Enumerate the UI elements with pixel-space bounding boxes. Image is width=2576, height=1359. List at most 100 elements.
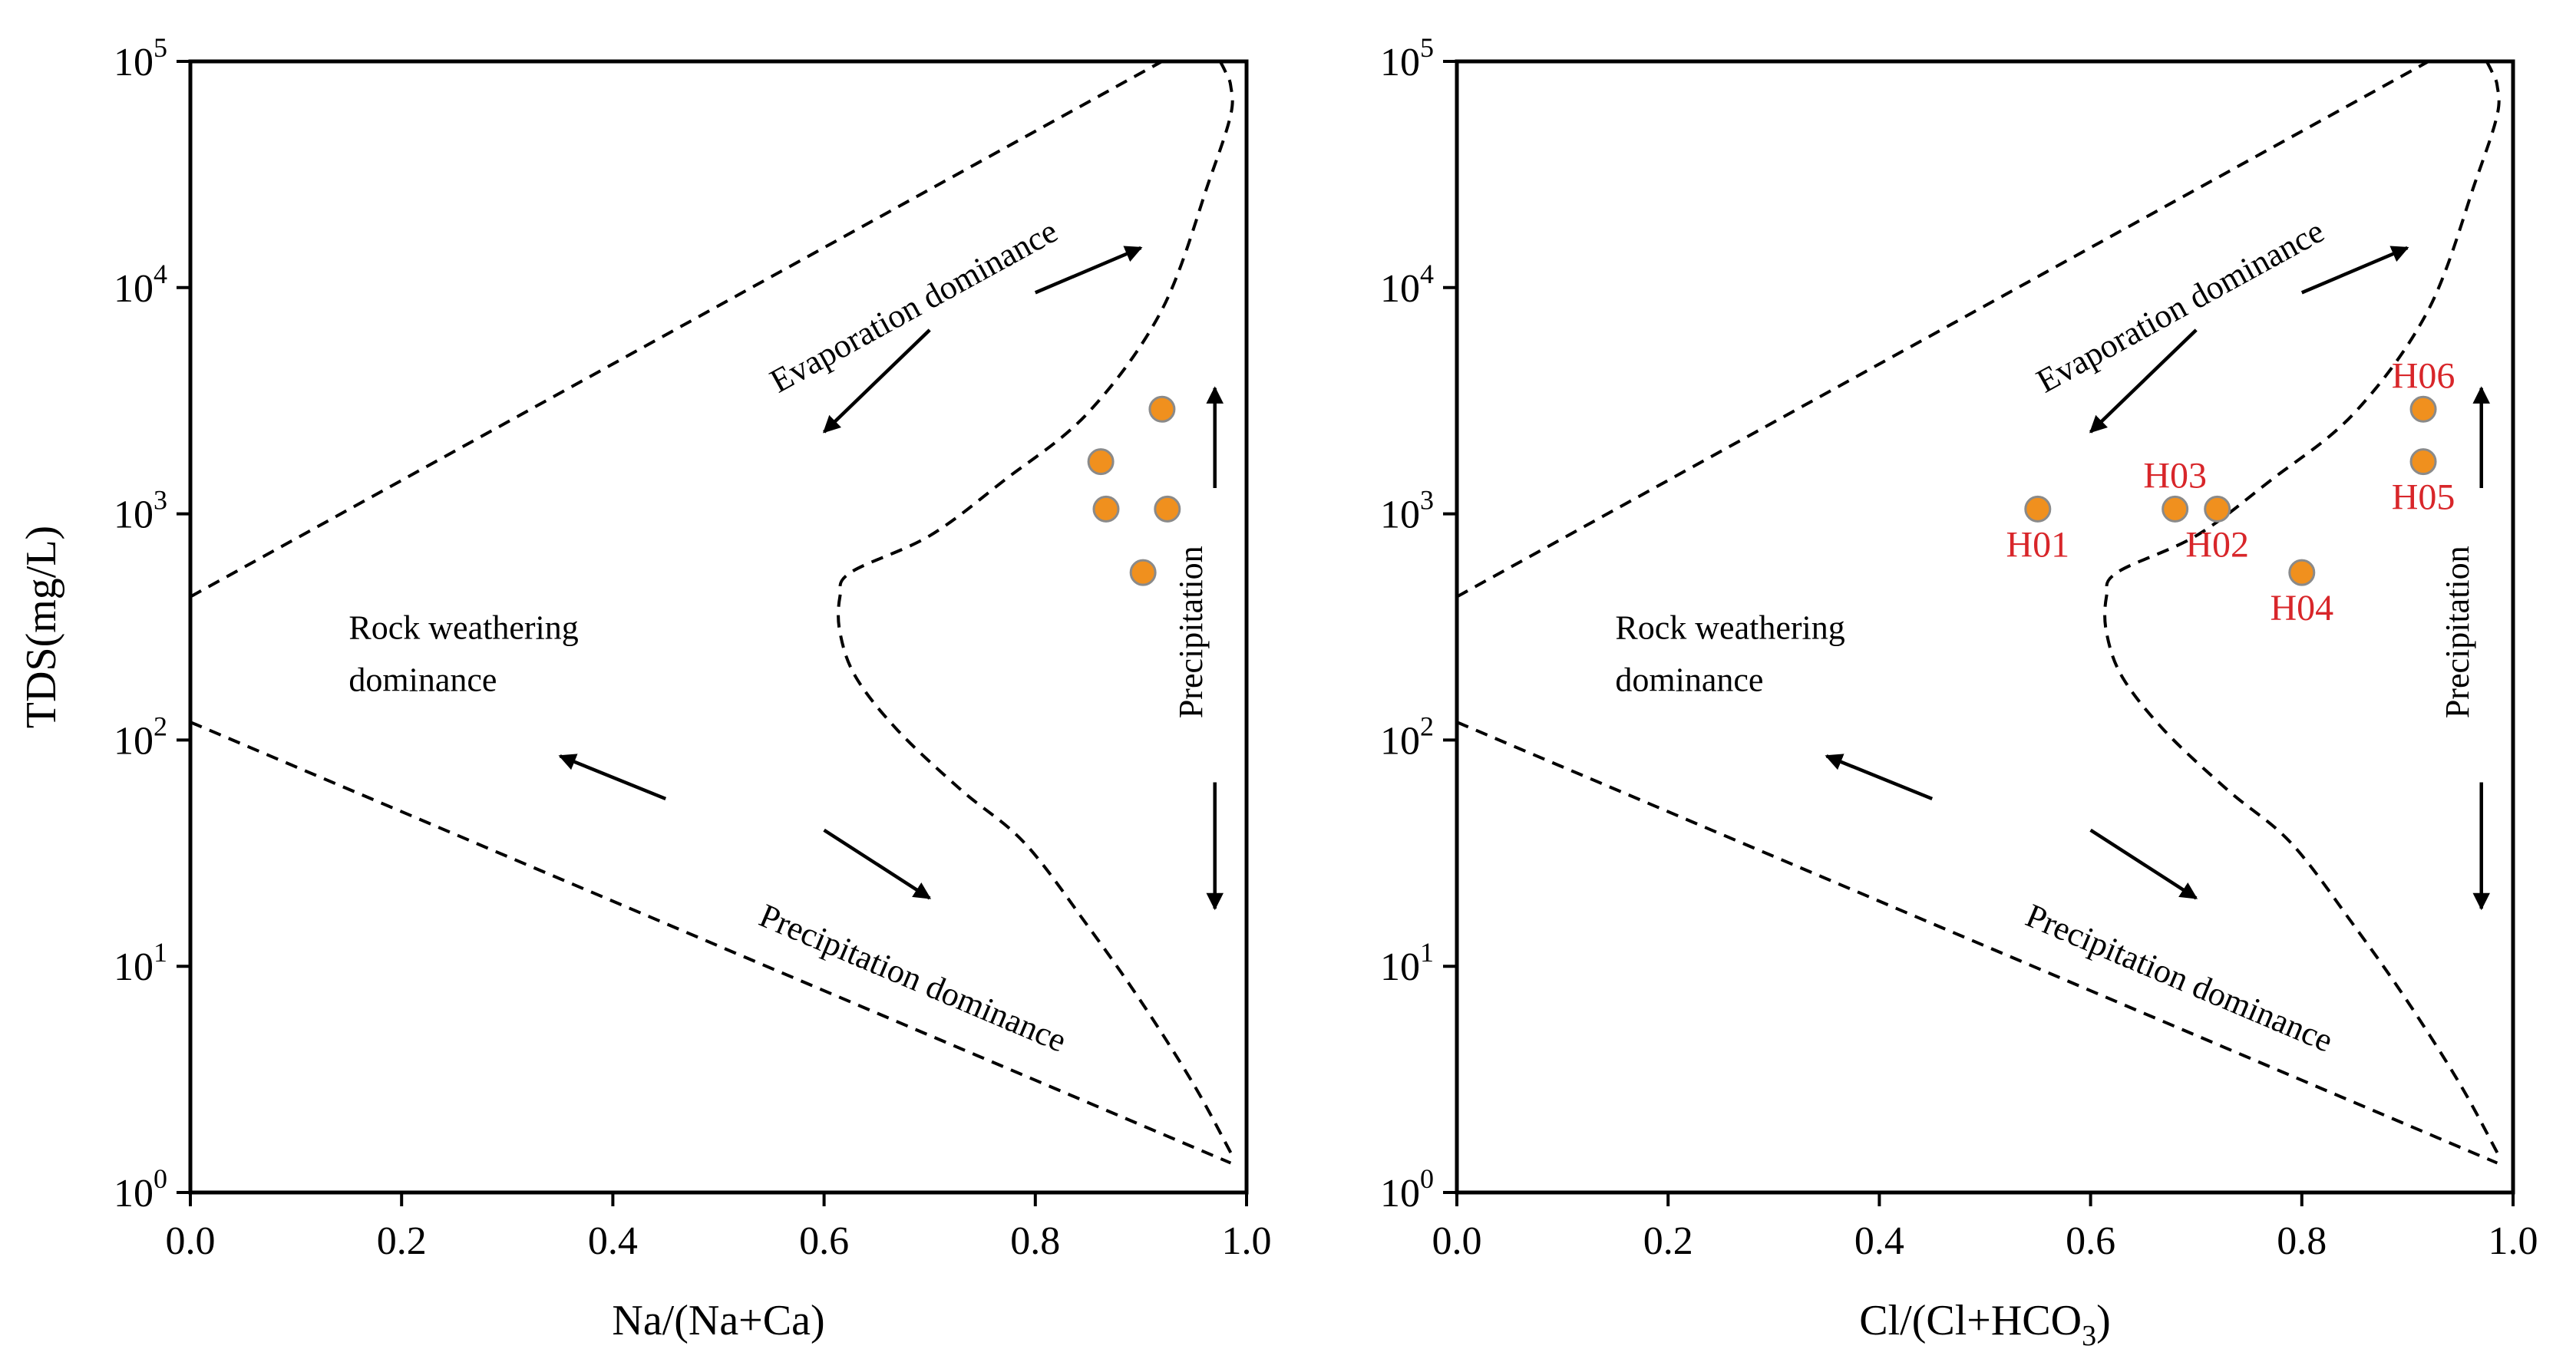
data-point [1092,495,1120,523]
y-tick-exponent: 4 [1420,259,1434,289]
na-panel: 0.0 0.2 0.4 0.6 0.8 1.0100101102103104105Na/(… [18,32,1272,1344]
y-tick-base: 10 [114,41,154,84]
y-tick-label: 104 [114,259,167,311]
y-tick-exponent: 3 [1420,485,1434,516]
rock-weathering-label: Rock weathering [1615,609,1844,647]
plot-frame [188,59,1249,1195]
y-tick-base: 10 [114,719,154,763]
x-tick-label: 0.6 [2066,1219,2115,1263]
arrow-precipitation-right [2089,828,2198,900]
precipitation-dominance-label: Precipitation dominance [2020,896,2338,1059]
data-point-label: H03 [2143,455,2207,496]
x-axis-title-sub: 3 [2082,1320,2096,1352]
x-axis-title: Cl/(Cl+HCO3) [1859,1297,2111,1352]
x-tick-label: 0.2 [377,1219,427,1263]
arrow-evaporation-up [1034,246,1143,295]
precipitation-vertical-label: Precipitation [2439,546,2476,718]
cl-panel: 0.0 0.2 0.4 0.6 0.8 1.0100101102103104105Cl/(… [1380,32,2538,1352]
y-tick-base: 10 [114,267,154,311]
y-tick-label: 100 [1380,1163,1434,1216]
y-tick-exponent: 4 [154,259,167,289]
x-tick-label: 0.4 [588,1219,638,1263]
y-tick-exponent: 5 [154,32,167,63]
rock-weathering-boundary-curve [2103,61,2501,1154]
arrow-evaporation-down [822,328,931,434]
y-tick-base: 10 [114,493,154,537]
y-tick-exponent: 5 [1420,32,1434,63]
data-point [2409,448,2437,476]
y-tick-label: 103 [114,485,167,537]
data-point [2204,495,2231,523]
x-tick-label: 1.0 [1222,1219,1272,1263]
data-point [1148,395,1176,423]
data-point [1154,495,1181,523]
precipitation-vertical-label: Precipitation [1172,546,1210,718]
y-tick-exponent: 2 [1420,711,1434,741]
x-tick-label: 1.0 [2488,1219,2538,1263]
y-tick-base: 10 [1380,267,1420,311]
y-tick-base: 10 [114,1172,154,1216]
y-tick-base: 10 [1380,1172,1420,1216]
y-tick-label: 103 [1380,485,1434,537]
boundaries [190,61,1234,1165]
data-point [2024,495,2052,523]
y-tick-base: 10 [114,945,154,989]
data-point [1087,448,1115,476]
y-tick-exponent: 3 [154,485,167,516]
x-axis-title: Na/(Na+Ca) [612,1297,824,1344]
data-point-label: H05 [2392,477,2455,518]
x-axis-title-main: Na/(Na+Ca) [612,1297,824,1344]
y-tick-label: 102 [1380,711,1434,763]
y-tick-base: 10 [1380,493,1420,537]
y-tick-exponent: 0 [154,1163,167,1194]
y-tick-base: 10 [1380,945,1420,989]
precipitation-boundary-line [1457,721,2498,1165]
precipitation-dominance-label: Precipitation dominance [754,896,1072,1059]
y-tick-label: 101 [1380,937,1434,989]
rock-weathering-label-2: dominance [348,661,497,698]
y-tick-label: 105 [1380,32,1434,84]
y-tick-label: 102 [114,711,167,763]
x-tick-label: 0.6 [799,1219,849,1263]
arrow-rock-left [558,754,667,801]
evaporation-boundary-line [1457,61,2429,599]
y-axis-title: TDS(mg/L) [18,526,65,728]
rock-weathering-label-2: dominance [1615,661,1763,698]
rock-weathering-label: Rock weathering [348,609,578,647]
data-point-label: H01 [2006,524,2069,565]
data-point-label: H02 [2185,524,2249,565]
y-tick-exponent: 1 [154,937,167,968]
x-tick-label: 0.0 [1432,1219,1482,1263]
arrow-rock-left [1825,754,1934,801]
data-point [2409,395,2437,423]
boundaries [1457,61,2501,1165]
rock-weathering-boundary-curve [837,61,1234,1154]
y-tick-base: 10 [1380,41,1420,84]
evaporation-dominance-label: Evaporation dominance [764,212,1064,400]
x-axis-title-main: Cl/(Cl+HCO [1859,1297,2082,1344]
data-point [1129,559,1157,586]
y-tick-exponent: 1 [1420,937,1434,968]
evaporation-boundary-line [190,61,1163,599]
x-tick-label: 0.4 [1854,1219,1904,1263]
y-tick-label: 100 [114,1163,167,1216]
y-tick-label: 101 [114,937,167,989]
evaporation-dominance-label: Evaporation dominance [2030,212,2330,400]
x-tick-label: 0.8 [1010,1219,1060,1263]
arrow-evaporation-up [2300,246,2409,295]
y-tick-label: 105 [114,32,167,84]
x-tick-label: 0.2 [1643,1219,1693,1263]
x-axis-title-end: ) [2096,1297,2111,1344]
y-tick-exponent: 0 [1420,1163,1434,1194]
x-tick-label: 0.8 [2277,1219,2327,1263]
data-point [2288,559,2316,586]
data-point-label: H06 [2392,355,2455,396]
y-tick-exponent: 2 [154,711,167,741]
y-tick-label: 104 [1380,259,1434,311]
precipitation-boundary-line [190,721,1232,1165]
plot-frame [1455,59,2515,1195]
data-point-label: H04 [2270,588,2333,628]
y-tick-base: 10 [1380,719,1420,763]
arrow-evaporation-down [2089,328,2198,434]
